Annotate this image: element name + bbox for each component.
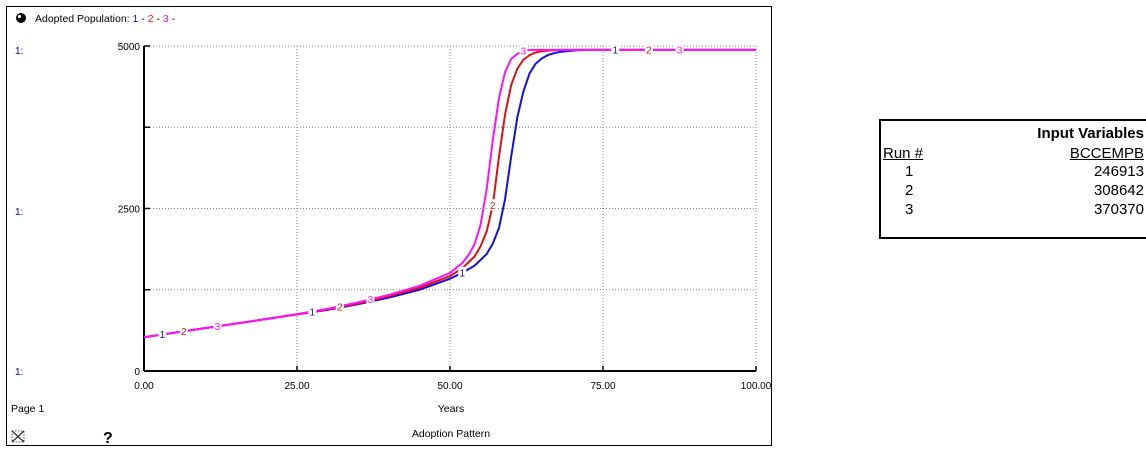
y-tick-label: 0 xyxy=(134,367,140,378)
series-marker-bg xyxy=(644,43,653,55)
axis-series-label-bottom: 1: xyxy=(15,367,23,378)
x-tick-label: 75.00 xyxy=(590,381,615,392)
variable-value-cell: 246913 xyxy=(1093,163,1144,180)
series-marker-bg xyxy=(213,320,222,332)
variable-header: BCCEMPB xyxy=(1069,145,1144,162)
legend-separator: - xyxy=(154,13,163,25)
input-variables-table: Input Variables Run # BCCEMPB 1 246913 2… xyxy=(879,119,1146,239)
x-tick-label: 25.00 xyxy=(284,381,309,392)
x-tick-label: 0.00 xyxy=(134,381,154,392)
axis-series-label-mid: 1: xyxy=(15,207,23,218)
graph-footer-title: Adoption Pattern xyxy=(412,428,490,440)
run-number-header: Run # xyxy=(883,145,924,162)
page-label[interactable]: Page 1 xyxy=(11,403,44,415)
legend-separator: - xyxy=(138,13,147,25)
pin-icon[interactable] xyxy=(16,13,26,23)
input-variables-title: Input Variables xyxy=(1037,125,1144,142)
series-marker-bg xyxy=(335,301,344,313)
axis-series-label-top: 1: xyxy=(15,46,23,57)
series-marker-2: 2 xyxy=(646,45,652,56)
y-tick-label: 2500 xyxy=(118,205,141,216)
series-marker-1: 1 xyxy=(459,268,465,279)
legend-entry-3: 3 xyxy=(163,13,169,25)
graph-panel: Adopted Population: 1 - 2 - 3 - 1: 1: 1:… xyxy=(6,6,772,446)
graph-title: Adopted Population: 1 - 2 - 3 - xyxy=(35,13,176,25)
series-marker-bg xyxy=(519,45,528,57)
series-marker-2: 2 xyxy=(490,201,496,212)
series-marker-bg xyxy=(611,43,620,55)
legend-entry-1: 1 xyxy=(133,13,139,25)
crosshair-icon[interactable] xyxy=(11,430,25,443)
series-marker-bg xyxy=(488,199,497,211)
variable-value-cell: 308642 xyxy=(1093,182,1144,199)
y-tick-label: 5000 xyxy=(118,42,141,53)
plot-axes xyxy=(143,45,757,372)
series-marker-3: 3 xyxy=(215,322,221,333)
series-marker-1: 1 xyxy=(310,308,316,319)
series-marker-bg xyxy=(458,266,467,278)
x-tick-label: 50.00 xyxy=(437,381,462,392)
x-axis-label: Years xyxy=(438,403,464,415)
series-line-3 xyxy=(143,48,756,339)
legend-separator: - xyxy=(169,13,176,25)
series-marker-bg xyxy=(675,43,684,55)
series-marker-bg xyxy=(308,306,317,318)
series-marker-bg xyxy=(366,293,375,305)
plot-series: 1 1 1 1 2 2 2 2 3 3 3 3 xyxy=(143,43,756,341)
help-icon[interactable]: ? xyxy=(103,430,113,445)
series-marker-2: 2 xyxy=(337,303,343,314)
x-tick-label: 100.00 xyxy=(741,381,771,392)
series-marker-1: 1 xyxy=(612,45,618,56)
plot-tick-labels: 0.00 25.00 50.00 75.00 100.00 0 2500 5000 xyxy=(118,42,771,392)
series-marker-3: 3 xyxy=(521,47,527,58)
series-marker-3: 3 xyxy=(368,295,374,306)
run-number-cell: 1 xyxy=(905,163,914,180)
plot-grid xyxy=(144,45,757,371)
chart-svg: Adopted Population: 1 - 2 - 3 - 1: 1: 1:… xyxy=(11,13,771,445)
run-number-cell: 3 xyxy=(905,201,914,218)
series-marker-bg xyxy=(179,325,188,337)
variable-value-cell: 370370 xyxy=(1093,201,1144,218)
series-marker-2: 2 xyxy=(181,327,187,338)
series-marker-1: 1 xyxy=(160,330,166,341)
graph-title-prefix: Adopted Population: xyxy=(35,13,133,25)
series-marker-3: 3 xyxy=(677,45,683,56)
series-marker-bg xyxy=(158,328,167,340)
legend-entry-2: 2 xyxy=(148,13,154,25)
run-number-cell: 2 xyxy=(905,182,914,199)
